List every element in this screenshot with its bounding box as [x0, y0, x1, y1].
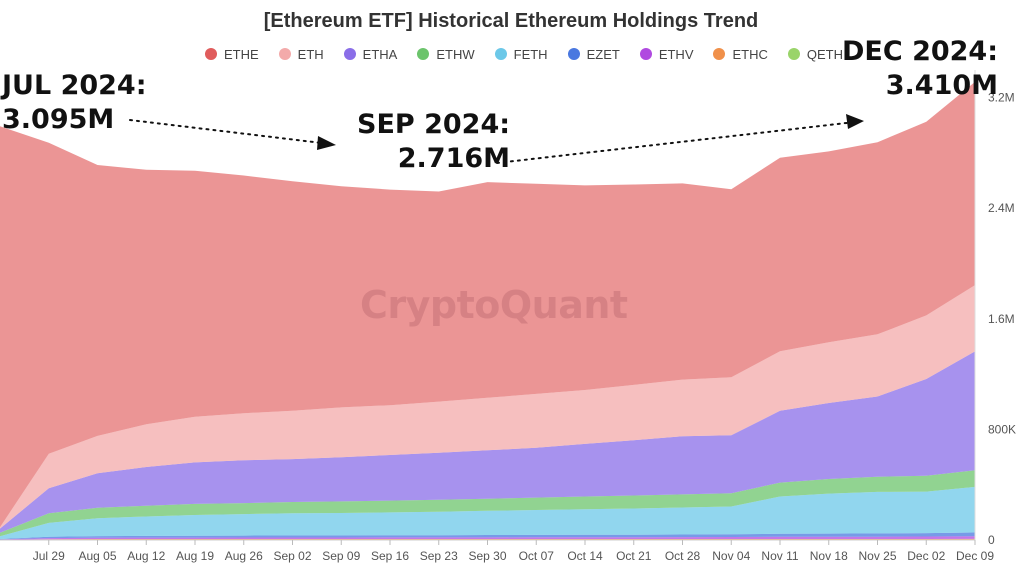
- arrow-sep-to-dec: [496, 121, 856, 164]
- series-area-ethw[interactable]: [0, 470, 975, 537]
- arrow-jul-to-sep: [129, 119, 331, 145]
- legend-dot-icon: [713, 48, 726, 60]
- legend-dot-icon: [278, 48, 291, 60]
- legend-dot-icon: [494, 48, 507, 60]
- series-area-etha[interactable]: [0, 351, 975, 533]
- x-tick-label: Sep 02: [273, 549, 311, 563]
- x-tick-label: Aug 05: [78, 549, 116, 563]
- legend-label: ETHE: [224, 46, 259, 62]
- callout-sep-2024: SEP 2024: 2.716M: [357, 108, 510, 176]
- series-area-ethv[interactable]: [0, 536, 975, 540]
- series-area-ezet[interactable]: [0, 532, 975, 540]
- x-tick-label: Nov 18: [810, 549, 848, 563]
- y-tick-label: 3.2M: [988, 91, 1015, 105]
- x-tick-label: Oct 14: [567, 549, 603, 563]
- x-tick-label: Aug 12: [127, 549, 165, 563]
- legend-label: ETH: [297, 46, 324, 62]
- legend-label: ETHV: [658, 46, 694, 62]
- callout-label: SEP 2024:: [357, 109, 511, 140]
- callout-dec-2024: DEC 2024: 3.410M: [842, 35, 998, 103]
- legend-item-ethv[interactable]: ETHV: [639, 46, 694, 62]
- legend: ETHE ETH ETHA ETHW FETH EZET ETHV ETHC QETH: [205, 44, 843, 64]
- legend-label: FETH: [513, 46, 548, 62]
- legend-label: QETH: [806, 46, 843, 62]
- arrow-head-1: [317, 136, 336, 150]
- x-tick-label: Sep 30: [468, 549, 506, 563]
- callout-arrows: [129, 114, 864, 164]
- x-tick-label: Nov 25: [858, 549, 896, 563]
- chart-title: [Ethereum ETF] Historical Ethereum Holdi…: [263, 10, 759, 32]
- legend-label: EZET: [586, 46, 620, 62]
- legend-item-eth[interactable]: ETH: [278, 46, 324, 62]
- area-series-group: [0, 81, 975, 540]
- legend-item-etha[interactable]: ETHA: [343, 46, 398, 62]
- x-tick-label: Oct 07: [519, 549, 555, 563]
- callout-value: 3.095M: [2, 104, 115, 135]
- series-area-eth[interactable]: [0, 285, 975, 529]
- legend-item-ethe[interactable]: ETHE: [205, 47, 259, 62]
- legend-item-ezet[interactable]: EZET: [567, 46, 620, 62]
- legend-dot-icon: [205, 48, 217, 60]
- x-tick-label: Nov 04: [712, 549, 750, 563]
- arrow-head-2: [846, 114, 864, 129]
- x-tick-label: Dec 09: [956, 549, 994, 563]
- x-axis: Jul 29 Aug 05 Aug 12 Aug 19 Aug 26 Sep 02 Sep …: [0, 539, 994, 563]
- series-area-ethe[interactable]: [0, 81, 975, 528]
- legend-dot-icon: [343, 48, 356, 60]
- callout-value: 3.410M: [885, 70, 999, 101]
- legend-dot-icon: [639, 48, 652, 60]
- watermark: CryptoQuant: [360, 283, 628, 327]
- y-tick-label: 800K: [988, 422, 1016, 436]
- callout-value: 2.716M: [397, 143, 511, 174]
- series-area-feth[interactable]: [0, 486, 975, 539]
- legend-item-ethw[interactable]: ETHW: [417, 46, 475, 62]
- callout-label: JUL 2024:: [2, 70, 147, 101]
- legend-item-ethc[interactable]: ETHC: [713, 46, 768, 62]
- legend-item-qeth[interactable]: QETH: [787, 46, 843, 62]
- legend-item-feth[interactable]: FETH: [494, 46, 548, 62]
- legend-label: ETHA: [362, 46, 398, 62]
- x-tick-label: Aug 26: [225, 549, 263, 563]
- callout-jul-2024: JUL 2024: 3.095M: [2, 69, 147, 137]
- legend-dot-icon: [787, 48, 800, 60]
- x-tick-label: Aug 19: [176, 549, 214, 563]
- x-tick-label: Sep 16: [371, 549, 409, 563]
- legend-dot-icon: [417, 48, 430, 60]
- y-tick-label: 2.4M: [988, 201, 1015, 215]
- x-tick-label: Oct 28: [665, 549, 701, 563]
- y-axis: 0 800K 1.6M 2.4M 3.2M: [974, 70, 1016, 547]
- y-tick-label: 0: [988, 533, 995, 547]
- callout-label: DEC 2024:: [842, 36, 999, 67]
- legend-label: ETHC: [732, 46, 768, 62]
- legend-label: ETHW: [436, 46, 475, 62]
- x-tick-label: Sep 09: [322, 549, 360, 563]
- x-tick-label: Nov 11: [761, 549, 798, 563]
- x-tick-label: Sep 23: [420, 549, 458, 563]
- legend-dot-icon: [567, 48, 580, 60]
- y-tick-label: 1.6M: [988, 312, 1015, 326]
- x-tick-label: Oct 21: [616, 549, 652, 563]
- x-tick-label: Jul 29: [33, 549, 65, 563]
- x-tick-label: Dec 02: [907, 549, 945, 563]
